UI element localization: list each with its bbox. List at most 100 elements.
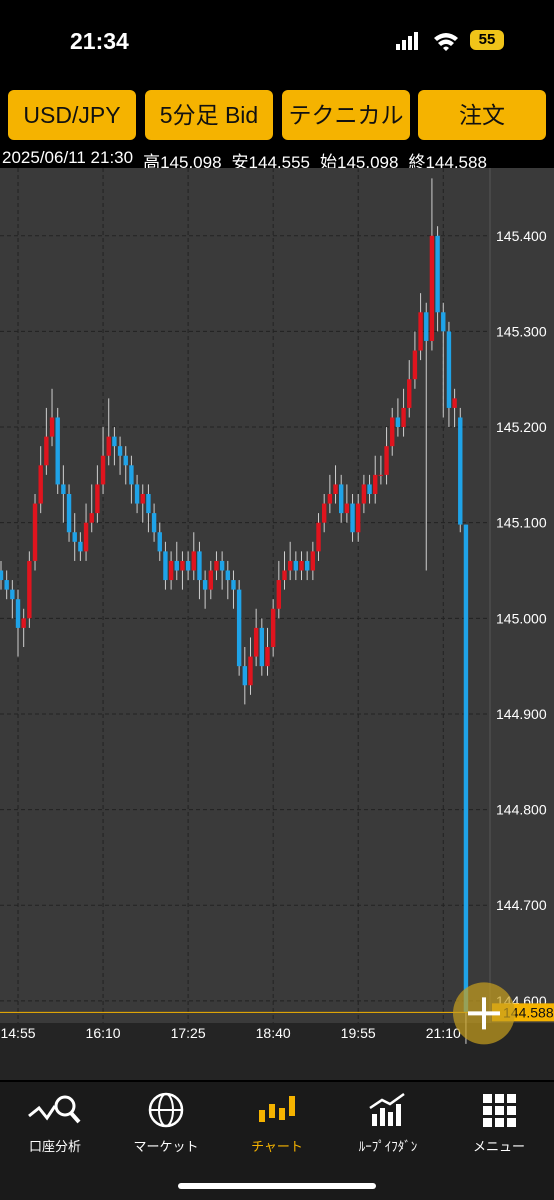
candle-body <box>356 503 361 533</box>
candle-body <box>270 608 276 648</box>
last-price-label: 144.588 <box>503 1004 554 1020</box>
label: 高 <box>143 153 161 172</box>
x-tick-label: 21:10 <box>426 1025 461 1041</box>
candle-body <box>344 503 350 514</box>
value: 144.588 <box>425 153 487 172</box>
candle-body <box>293 560 299 571</box>
candle-body <box>191 551 196 571</box>
candle-body <box>401 407 406 428</box>
order-button[interactable]: 注文 <box>418 90 546 140</box>
candle-body <box>463 524 469 1013</box>
candle-body <box>259 627 265 667</box>
home-indicator <box>178 1183 376 1189</box>
candle-body <box>174 560 179 571</box>
candle-body <box>395 417 401 428</box>
candle-body <box>219 560 225 571</box>
candle-body <box>429 235 435 341</box>
icon <box>259 1096 295 1122</box>
y-tick-label: 145.000 <box>496 610 547 626</box>
candle-body <box>253 627 259 657</box>
candle-body <box>287 560 293 571</box>
candle-body <box>202 580 208 590</box>
candle-body <box>407 379 412 408</box>
candle-body <box>0 570 4 581</box>
candle-body <box>446 331 452 408</box>
candle-body <box>168 560 174 581</box>
candle-body <box>134 484 140 504</box>
value: 145.098 <box>160 153 222 172</box>
candle-body <box>373 474 378 494</box>
candle-body <box>435 235 440 313</box>
tab-label: メニュー <box>472 1139 525 1154</box>
value: 144.555 <box>248 153 310 172</box>
icon <box>28 1095 81 1124</box>
candle-body <box>310 551 316 571</box>
status-bar: 21:34 55 <box>0 0 554 80</box>
candle-body <box>214 560 219 571</box>
candle-body <box>231 580 236 590</box>
x-tick-label: 17:25 <box>171 1025 206 1041</box>
label: 終 <box>408 153 426 172</box>
pair-button[interactable]: USD/JPY <box>8 90 136 140</box>
candle-body <box>151 513 157 533</box>
candle-body <box>61 484 66 494</box>
tab[interactable]: メニュー <box>444 1082 554 1162</box>
timeframe-button[interactable]: 5分足 Bid <box>145 90 273 140</box>
candle-body <box>185 560 191 571</box>
candle-body <box>157 532 162 552</box>
candle-body <box>117 446 123 456</box>
candle-body <box>95 484 100 514</box>
candle-body <box>361 484 367 504</box>
candle-body <box>424 312 429 341</box>
clock: 21:34 <box>70 28 129 54</box>
high-info: 高145.098 <box>143 148 221 172</box>
chart[interactable]: 144.600144.700144.800144.900145.000145.1… <box>0 168 554 1080</box>
candle-body <box>441 312 446 332</box>
y-tick-label: 144.900 <box>496 706 547 722</box>
candle-body <box>27 560 32 619</box>
y-tick-label: 145.100 <box>496 515 547 531</box>
tab-label: ﾙｰﾌﾟｲﾌﾀﾞﾝ <box>358 1139 418 1154</box>
x-tick-label: 16:10 <box>86 1025 121 1041</box>
candle-body <box>452 398 457 408</box>
candle-body <box>248 656 253 686</box>
candle-body <box>146 493 151 514</box>
tab[interactable]: マーケット <box>111 1082 221 1162</box>
candle-body <box>304 560 310 571</box>
y-tick-label: 145.400 <box>496 228 547 244</box>
candle-body <box>123 455 128 466</box>
candle-body <box>66 493 72 533</box>
x-tick-label: 18:40 <box>256 1025 291 1041</box>
tab[interactable]: ﾙｰﾌﾟｲﾌﾀﾞﾝ <box>333 1082 443 1162</box>
candle-body <box>78 541 83 552</box>
candle-body <box>44 436 49 466</box>
y-tick-label: 144.800 <box>496 802 547 818</box>
open-info: 始145.098 <box>320 148 398 172</box>
tab-bar: 口座分析 マーケット チャート ﾙｰﾌﾟｲﾌﾀﾞﾝ メニュー <box>0 1082 554 1200</box>
candle-body <box>265 647 270 667</box>
technical-button[interactable]: テクニカル <box>282 90 410 140</box>
candle-body <box>89 513 94 523</box>
y-tick-label: 145.300 <box>496 323 547 339</box>
x-tick-label: 14:55 <box>0 1025 35 1041</box>
candle-body <box>4 580 9 590</box>
tab[interactable]: チャート <box>222 1082 332 1162</box>
candle-body <box>38 465 43 504</box>
battery: 55 <box>470 30 504 50</box>
toolbar: USD/JPY 5分足 Bid テクニカル 注文 <box>0 90 554 140</box>
candle-body <box>32 503 38 561</box>
tab-label: チャート <box>251 1139 303 1154</box>
tab-label: 口座分析 <box>28 1139 81 1154</box>
candle-body <box>129 465 134 485</box>
candle-body <box>316 522 321 552</box>
candle-body <box>106 436 111 456</box>
candle-body <box>49 417 55 437</box>
tab[interactable]: 口座分析 <box>0 1082 110 1162</box>
candle-body <box>208 570 213 590</box>
candle-body <box>72 532 77 542</box>
candle-body <box>339 484 344 514</box>
candle-body <box>458 417 463 525</box>
candle-body <box>390 417 395 447</box>
candle-body <box>418 312 423 351</box>
y-tick-label: 145.200 <box>496 419 547 435</box>
